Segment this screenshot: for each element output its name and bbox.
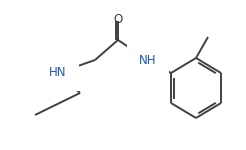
Text: HN: HN (49, 66, 67, 80)
Text: NH: NH (139, 54, 157, 66)
Text: O: O (113, 13, 123, 26)
